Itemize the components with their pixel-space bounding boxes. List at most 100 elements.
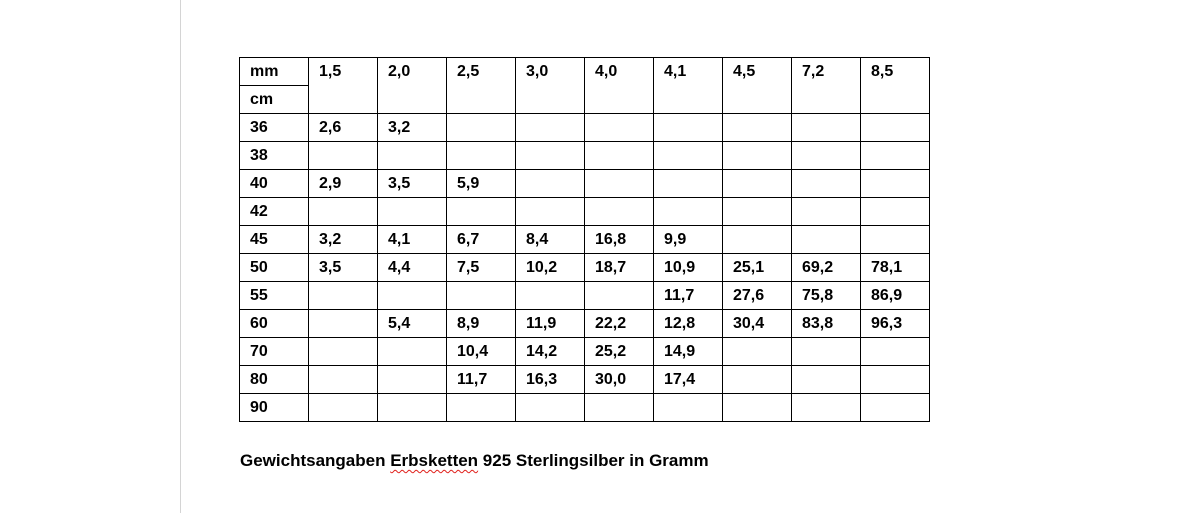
table-cell (722, 337, 792, 366)
table-cell: 7,5 (446, 253, 516, 282)
table-cell: 83,8 (791, 309, 861, 338)
table-cell: 4,4 (377, 253, 447, 282)
table-cell: 5,4 (377, 309, 447, 338)
table-cell (722, 141, 792, 170)
table-cell: 14,9 (653, 337, 723, 366)
column-header: 4,0 (584, 57, 654, 114)
table-cell: 18,7 (584, 253, 654, 282)
table-row: 36 2,6 3,2 (239, 113, 930, 142)
table-cell (377, 337, 447, 366)
table-cell: 11,9 (515, 309, 585, 338)
table-cell: 11,7 (653, 281, 723, 310)
table-cell (515, 393, 585, 422)
table-cell (377, 365, 447, 394)
row-header: 90 (239, 393, 309, 422)
table-cell (722, 197, 792, 226)
table-cell (308, 393, 378, 422)
column-header: 2,0 (377, 57, 447, 114)
table-cell (515, 281, 585, 310)
table-cell (860, 365, 930, 394)
table-row: 40 2,9 3,5 5,9 (239, 169, 930, 198)
table-cell (377, 141, 447, 170)
table-cell (653, 393, 723, 422)
table-cell: 69,2 (791, 253, 861, 282)
table-row: 80 11,7 16,3 30,0 17,4 (239, 365, 930, 394)
table-cell (653, 197, 723, 226)
row-header: 55 (239, 281, 309, 310)
header-row-mm: mm 1,5 2,0 2,5 3,0 4,0 4,1 4,5 7,2 8,5 (239, 57, 930, 114)
table-cell (584, 141, 654, 170)
table-cell (446, 197, 516, 226)
caption-text: 925 Sterlingsilber in Gramm (478, 451, 709, 470)
table-cell: 10,9 (653, 253, 723, 282)
table-cell: 78,1 (860, 253, 930, 282)
table-cell (791, 197, 861, 226)
table-cell: 3,2 (308, 225, 378, 254)
table-row: 38 (239, 141, 930, 170)
corner-cm: cm (239, 85, 309, 114)
table-cell (308, 141, 378, 170)
header-row-cm: cm (239, 85, 930, 114)
table-cell: 2,6 (308, 113, 378, 142)
table-cell: 22,2 (584, 309, 654, 338)
table-cell: 12,8 (653, 309, 723, 338)
row-header: 36 (239, 113, 309, 142)
table-cell (860, 169, 930, 198)
table-row: 42 (239, 197, 930, 226)
table-cell (446, 393, 516, 422)
table-cell (860, 113, 930, 142)
table-cell (515, 141, 585, 170)
table-cell (791, 337, 861, 366)
table-cell: 86,9 (860, 281, 930, 310)
table-cell (308, 365, 378, 394)
table-cell (722, 225, 792, 254)
table-cell (584, 169, 654, 198)
table-cell (860, 393, 930, 422)
table-cell (446, 141, 516, 170)
table-cell (584, 393, 654, 422)
table-cell (308, 337, 378, 366)
table-cell (377, 197, 447, 226)
table-cell: 16,3 (515, 365, 585, 394)
table-cell (446, 113, 516, 142)
table-cell: 25,2 (584, 337, 654, 366)
table-cell (584, 281, 654, 310)
table-cell (377, 281, 447, 310)
row-header: 42 (239, 197, 309, 226)
table-cell (791, 113, 861, 142)
table-cell (308, 309, 378, 338)
table-row: 70 10,4 14,2 25,2 14,9 (239, 337, 930, 366)
table-row: 90 (239, 393, 930, 422)
table-cell: 96,3 (860, 309, 930, 338)
table-row: 55 11,7 27,6 75,8 86,9 (239, 281, 930, 310)
table-row: 45 3,2 4,1 6,7 8,4 16,8 9,9 (239, 225, 930, 254)
table-cell (653, 113, 723, 142)
caption-text: Gewichtsangaben (240, 451, 391, 470)
table-cell (722, 365, 792, 394)
table-row: 60 5,4 8,9 11,9 22,2 12,8 30,4 83,8 96,3 (239, 309, 930, 338)
table-cell: 25,1 (722, 253, 792, 282)
misspelled-word[interactable]: Erbsketten (390, 451, 479, 470)
table-cell (722, 393, 792, 422)
table-row: 50 3,5 4,4 7,5 10,2 18,7 10,9 25,1 69,2 78,1 (239, 253, 930, 282)
table-cell (722, 113, 792, 142)
table-cell (791, 141, 861, 170)
table-cell (377, 393, 447, 422)
table-cell (584, 197, 654, 226)
row-header: 40 (239, 169, 309, 198)
table-cell: 27,6 (722, 281, 792, 310)
table-cell: 9,9 (653, 225, 723, 254)
table-cell (791, 169, 861, 198)
table-cell (308, 281, 378, 310)
column-header: 7,2 (791, 57, 861, 114)
row-header: 60 (239, 309, 309, 338)
table-cell (515, 169, 585, 198)
column-header: 3,0 (515, 57, 585, 114)
row-header: 45 (239, 225, 309, 254)
column-header: 8,5 (860, 57, 930, 114)
column-header: 2,5 (446, 57, 516, 114)
row-header: 80 (239, 365, 309, 394)
table-cell: 30,4 (722, 309, 792, 338)
table-cell: 8,4 (515, 225, 585, 254)
table-cell: 75,8 (791, 281, 861, 310)
